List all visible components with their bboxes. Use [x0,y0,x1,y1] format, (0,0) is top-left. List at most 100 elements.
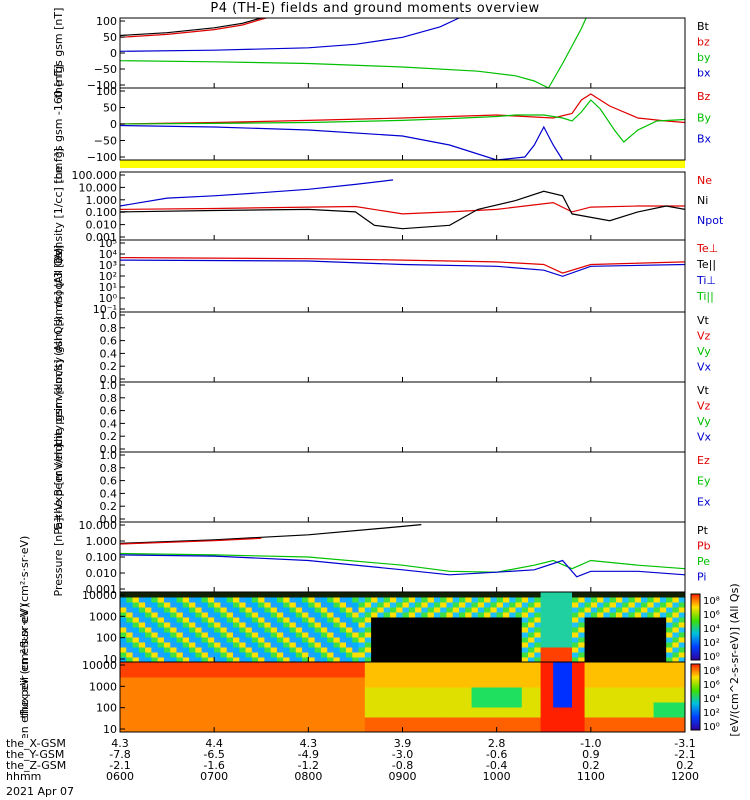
heatmap-cell [214,727,221,733]
heatmap-cell [647,677,655,683]
heatmap-cell [515,672,523,678]
heatmap-cell [239,682,247,688]
heatmap-cell [377,662,385,668]
heatmap-cell [609,597,617,603]
heatmap-cell [120,647,127,653]
heatmap-cell [559,692,567,698]
heatmap-cell [132,717,140,723]
heatmap-cell [553,622,560,628]
heatmap-cell [622,612,629,618]
heatmap-cell [546,602,554,608]
heatmap-cell [402,702,410,708]
heatmap-cell [484,677,491,683]
colorbar-label: [eV/(cm^2-s-sr-eV)] (All Qs) [728,583,741,736]
heatmap-cell [603,597,611,603]
heatmap-cell [440,727,447,733]
heatmap-cell [647,667,655,673]
heatmap-cell [408,592,416,598]
heatmap-cell [578,722,586,728]
heatmap-cell [383,707,391,713]
y-tick-label: 1.0 [100,379,118,392]
y-tick-label: −50 [94,63,117,76]
heatmap-cell [584,692,592,698]
heatmap-cell [239,692,247,698]
heatmap-cell [421,627,429,633]
heatmap-cell [220,717,228,723]
orbit-cell-hhmm: 1200 [671,770,699,783]
heatmap-cell [584,682,592,688]
heatmap-cell [396,707,403,713]
heatmap-cell [182,652,190,658]
heatmap-cell [145,662,152,668]
heatmap-cell [383,662,391,668]
heatmap-cell [609,662,617,668]
heatmap-cell [264,702,272,708]
heatmap-cell [195,712,203,718]
heatmap-cell [565,712,573,718]
heatmap-cell [176,647,184,653]
heatmap-cell [314,642,322,648]
heatmap-cell [170,697,177,703]
heatmap-cell [521,677,529,683]
heatmap-cell [421,722,429,728]
heatmap-cell [590,592,598,598]
heatmap-cell [496,647,504,653]
heatmap-cell [182,642,190,648]
heatmap-cell [283,622,290,628]
heatmap-cell [634,717,642,723]
heatmap-cell [534,652,542,658]
heatmap-cell [276,682,284,688]
heatmap-cell [251,647,259,653]
heatmap-cell [327,592,334,598]
heatmap-cell [389,667,397,673]
heatmap-cell [647,722,655,728]
heatmap-cell [352,667,360,673]
heatmap-cell [339,722,347,728]
heatmap-cell [509,672,516,678]
series-line-bx [119,17,460,52]
heatmap-cell [320,722,328,728]
heatmap-cell [352,662,360,668]
heatmap-cell [452,617,460,623]
heatmap-cell [195,632,203,638]
heatmap-cell [377,667,385,673]
heatmap-cell [176,712,184,718]
heatmap-cell [496,652,504,658]
heatmap-cell [515,677,523,683]
heatmap-cell [584,707,592,713]
heatmap-cell [490,612,498,618]
heatmap-cell [622,597,629,603]
heatmap-cell [170,627,177,633]
panel-frame [119,521,686,593]
heatmap-cell [283,597,290,603]
heatmap-cell [534,617,542,623]
heatmap-cell [358,722,366,728]
heatmap-cell [258,652,265,658]
heatmap-cell [666,637,673,643]
heatmap-cell [584,627,592,633]
heatmap-cell [641,627,648,633]
heatmap-cell [289,702,297,708]
heatmap-cell [440,632,447,638]
heatmap-cell [364,702,372,708]
heatmap-cell [590,642,598,648]
heatmap-cell [465,607,473,613]
heatmap-cell [182,672,190,678]
heatmap-cell [251,677,259,683]
heatmap-cell [565,722,573,728]
y-tick-label: 0.010 [86,567,118,580]
heatmap-cell [302,602,309,608]
heatmap-cell [590,667,598,673]
heatmap-cell [333,667,341,673]
heatmap-cell [490,682,498,688]
heatmap-cell [258,702,265,708]
heatmap-cell [628,727,636,733]
heatmap-cell [314,687,322,693]
heatmap-cell [126,637,134,643]
heatmap-cell [377,602,385,608]
heatmap-cell [659,617,667,623]
heatmap-cell [239,657,247,663]
heatmap-cell [572,652,579,658]
heatmap-cell [534,602,542,608]
heatmap-cell [584,697,592,703]
